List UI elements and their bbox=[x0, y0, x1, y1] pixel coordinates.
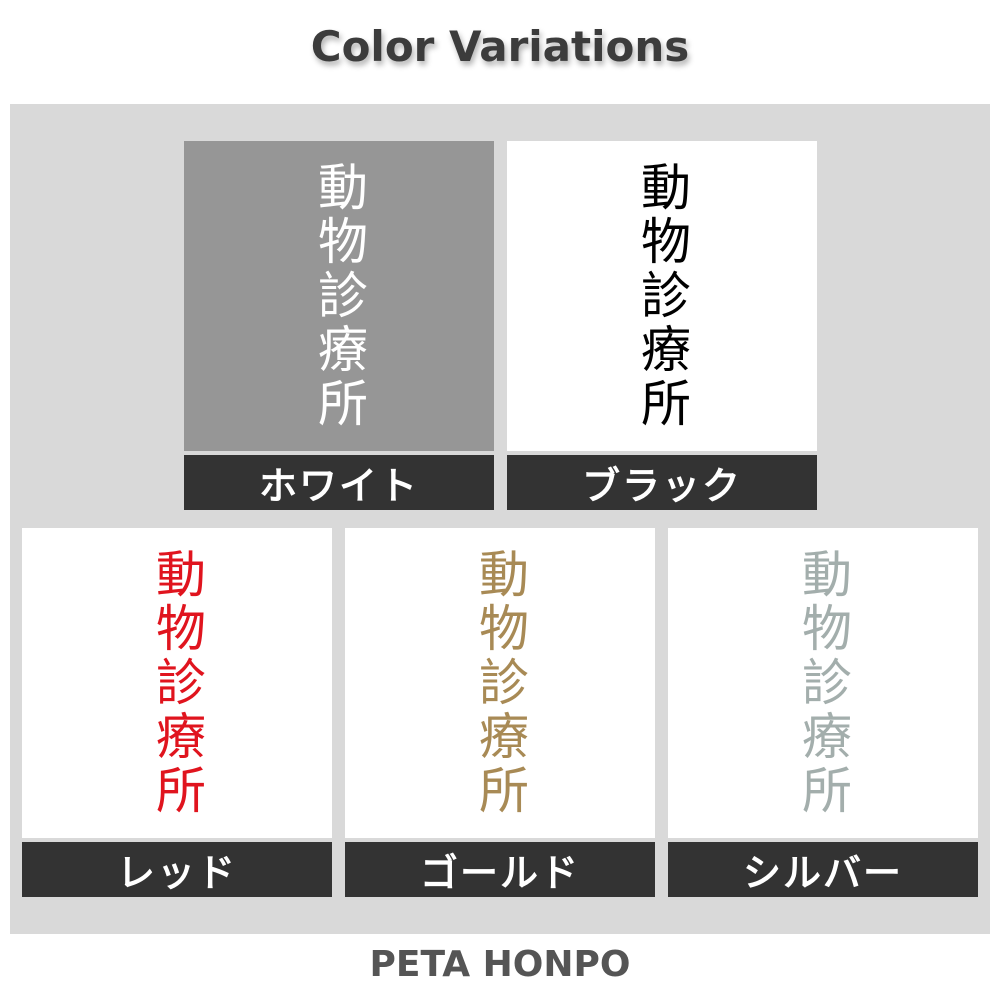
brand-footer: PETA HONPO bbox=[369, 944, 631, 985]
sample-text: 動物診療所 bbox=[794, 548, 852, 818]
sample-swatch: 動物診療所 bbox=[22, 528, 332, 838]
sample-text: 動物診療所 bbox=[148, 548, 206, 818]
variation-label: レッド bbox=[22, 842, 332, 897]
variation-label: ホワイト bbox=[184, 455, 494, 510]
variation-card-silver: 動物診療所 シルバー bbox=[668, 528, 978, 897]
variation-card-black: 動物診療所 ブラック bbox=[507, 141, 817, 510]
variation-card-red: 動物診療所 レッド bbox=[22, 528, 332, 897]
sample-swatch: 動物診療所 bbox=[507, 141, 817, 451]
variations-panel: 動物診療所 ホワイト 動物診療所 ブラック 動物診療所 レッド 動物診療所 ゴー… bbox=[10, 104, 990, 934]
variation-label: ブラック bbox=[507, 455, 817, 510]
page-title: Color Variations bbox=[310, 22, 690, 71]
sample-text: 動物診療所 bbox=[471, 548, 529, 818]
sample-swatch: 動物診療所 bbox=[184, 141, 494, 451]
sample-text: 動物診療所 bbox=[310, 161, 368, 431]
variation-card-gold: 動物診療所 ゴールド bbox=[345, 528, 655, 897]
sample-text: 動物診療所 bbox=[633, 161, 691, 431]
sample-swatch: 動物診療所 bbox=[668, 528, 978, 838]
variation-label: シルバー bbox=[668, 842, 978, 897]
variation-card-white: 動物診療所 ホワイト bbox=[184, 141, 494, 510]
variation-label: ゴールド bbox=[345, 842, 655, 897]
sample-swatch: 動物診療所 bbox=[345, 528, 655, 838]
